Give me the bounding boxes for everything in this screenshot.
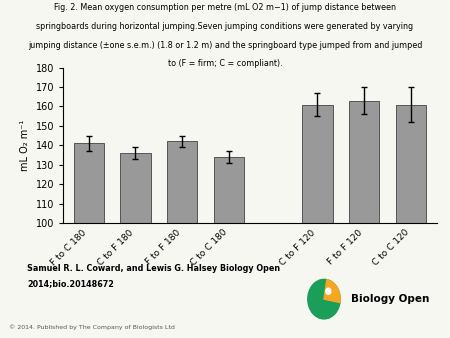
Circle shape [326,288,331,294]
Text: 2014;bio.20148672: 2014;bio.20148672 [27,279,114,288]
Text: to (F = firm; C = compliant).: to (F = firm; C = compliant). [168,59,282,68]
Bar [396,104,426,223]
Wedge shape [324,280,340,303]
Text: jumping distance (±one s.e.m.) (1.8 or 1.2 m) and the springboard type jumped fr: jumping distance (±one s.e.m.) (1.8 or 1… [28,41,422,50]
Bar [167,141,197,223]
Bar [349,101,379,223]
Circle shape [308,279,340,319]
Text: © 2014. Published by The Company of Biologists Ltd: © 2014. Published by The Company of Biol… [9,324,175,330]
Text: Fig. 2. Mean oxygen consumption per metre (mL O2 m−1) of jump distance between: Fig. 2. Mean oxygen consumption per metr… [54,3,396,13]
Bar [73,143,104,223]
Bar [120,153,151,223]
Text: Biology Open: Biology Open [351,294,429,304]
Text: Samuel R. L. Coward, and Lewis G. Halsey Biology Open: Samuel R. L. Coward, and Lewis G. Halsey… [27,264,280,273]
Bar [214,157,244,223]
Bar [302,104,333,223]
Text: springboards during horizontal jumping.Seven jumping conditions were generated b: springboards during horizontal jumping.S… [36,22,414,31]
Y-axis label: mL O₂ m⁻¹: mL O₂ m⁻¹ [20,120,30,171]
